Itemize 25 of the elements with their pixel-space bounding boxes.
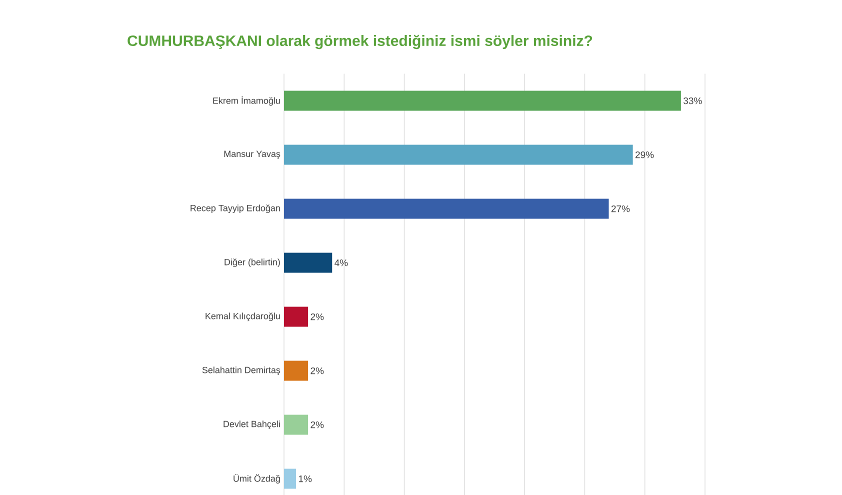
bar bbox=[284, 252, 332, 273]
data-label: 2% bbox=[310, 421, 324, 428]
bar bbox=[284, 468, 296, 489]
data-label: 2% bbox=[310, 367, 324, 374]
bar bbox=[284, 414, 308, 435]
bar bbox=[284, 144, 633, 165]
bar bbox=[284, 90, 681, 111]
y-tick-label: Recep Tayyip Erdoğan bbox=[190, 204, 280, 214]
y-tick-label: Ümit Özdağ bbox=[234, 474, 280, 484]
bar bbox=[284, 360, 308, 381]
y-tick-label: Diğer (belirtin) bbox=[224, 258, 280, 268]
chart-title: CUMHURBAŞKANI olarak görmek istediğiniz ismi söyler misiniz? bbox=[128, 34, 592, 50]
bar bbox=[284, 198, 609, 219]
data-label: 29% bbox=[636, 151, 654, 158]
bar bbox=[284, 306, 308, 327]
y-tick-label: Ekrem İmamoğlu bbox=[213, 96, 280, 106]
y-tick-label: Kemal Kılıçdaroğlu bbox=[206, 312, 280, 322]
data-label: 4% bbox=[334, 259, 348, 266]
y-tick-label: Mansur Yavaş bbox=[224, 150, 280, 159]
y-tick-label: Devlet Bahçeli bbox=[224, 420, 280, 430]
data-label: 1% bbox=[298, 475, 312, 482]
data-label: 2% bbox=[310, 313, 324, 320]
y-tick-label: Selahattin Demirtaş bbox=[202, 366, 280, 376]
data-label: 33% bbox=[684, 97, 702, 104]
data-label: 27% bbox=[611, 205, 630, 212]
